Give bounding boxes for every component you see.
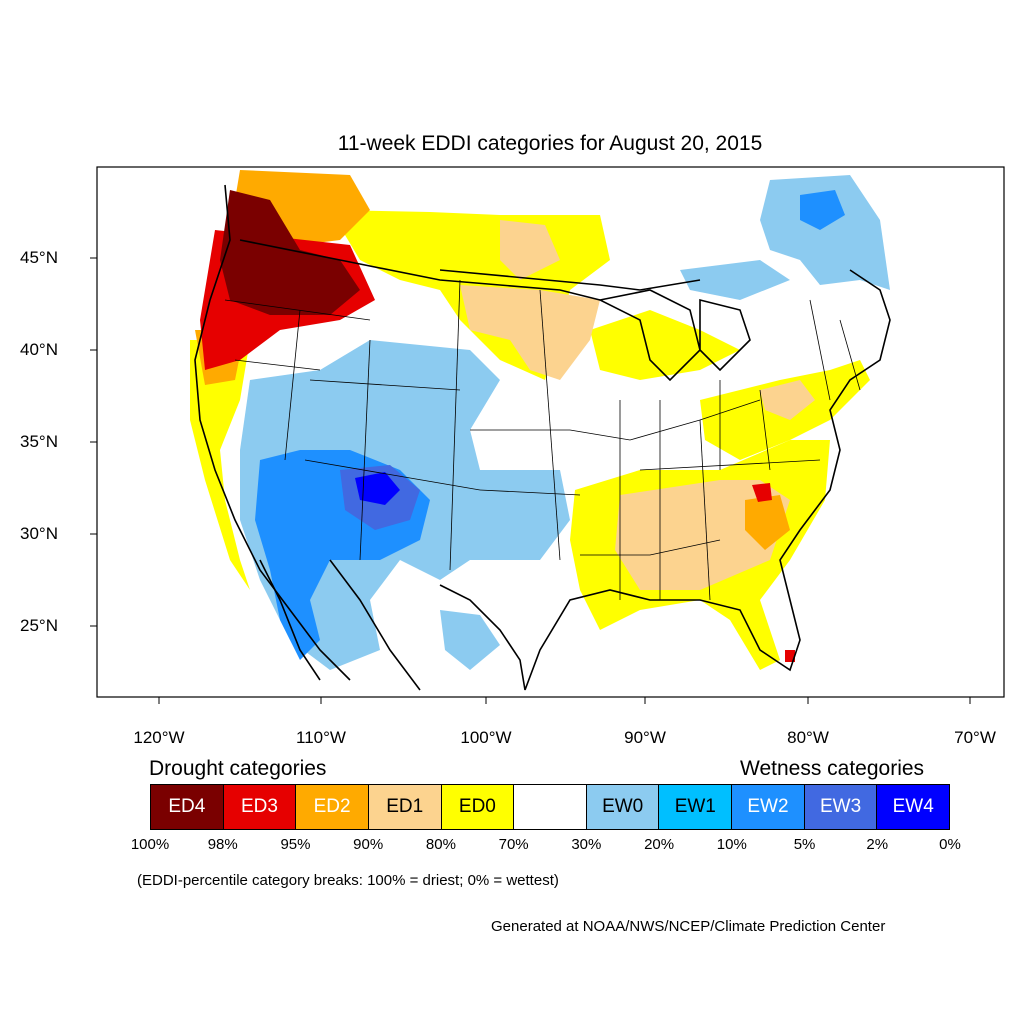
legend-cell-ew4: EW4 — [877, 785, 950, 829]
legend-cell-ew2: EW2 — [732, 785, 805, 829]
ed0-region-midwest — [590, 310, 740, 380]
ew0-region-northeast — [760, 175, 890, 290]
legend-cell-ed3: ED3 — [223, 785, 297, 829]
percent-break-label: 80% — [425, 836, 456, 853]
ed1-region-east — [760, 380, 815, 420]
percent-break-label: 20% — [644, 836, 675, 853]
legend-cell-ed1: ED1 — [368, 785, 442, 829]
lat-label: 25°N — [20, 616, 58, 635]
ed0-region-west — [190, 340, 250, 590]
percent-break-label: 95% — [280, 836, 311, 853]
ed3-region-florida — [785, 650, 795, 662]
map-title: 11-week EDDI categories for August 20, 2… — [337, 132, 763, 155]
credit-line: Generated at NOAA/NWS/NCEP/Climate Predi… — [491, 918, 886, 935]
lat-label: 45°N — [20, 248, 58, 267]
state-lines — [224, 279, 861, 601]
wetness-categories-heading: Wetness categories — [740, 757, 925, 780]
lon-label: 110°W — [296, 728, 346, 747]
legend-cell-ed4: ED4 — [151, 785, 224, 829]
percent-break-label: 100% — [130, 836, 170, 853]
us-outline — [194, 184, 891, 691]
outlines — [194, 184, 891, 691]
ew2-region-ne — [800, 190, 845, 230]
percent-break-label: 2% — [866, 836, 889, 853]
lon-label: 90°W — [624, 728, 666, 747]
percent-break-label: 10% — [716, 836, 747, 853]
ed4-region-northwest — [220, 190, 360, 315]
great-lakes — [597, 289, 751, 382]
canada-border — [239, 239, 601, 301]
tick-marks — [90, 257, 971, 704]
legend-cell-ew3: EW3 — [804, 785, 878, 829]
ed2-region-carolinas — [745, 495, 790, 550]
lat-label: 35°N — [20, 432, 58, 451]
lon-label: 100°W — [460, 728, 512, 747]
category-shading — [190, 170, 890, 670]
ew0-region-mexico — [440, 610, 500, 670]
legend-cell-neutral — [514, 785, 587, 829]
ed1-region-north — [500, 220, 560, 280]
ed3-region-georgia — [752, 483, 772, 502]
ed1-region-plains — [460, 285, 600, 380]
legend-cell-ew0: EW0 — [586, 785, 660, 829]
legend-cell-ed2: ED2 — [296, 785, 369, 829]
lon-label: 80°W — [787, 728, 829, 747]
percent-break-label: 5% — [793, 836, 816, 853]
baja-coast — [259, 559, 321, 681]
ew0-region-lakes — [680, 260, 790, 300]
percent-break-label: 0% — [939, 836, 961, 853]
lat-label: 40°N — [20, 340, 58, 359]
legend-cell-ew1: EW1 — [659, 785, 733, 829]
lon-label: 70°W — [954, 728, 996, 747]
legend-cell-ed0: ED0 — [441, 785, 515, 829]
ew4-region — [355, 472, 400, 505]
percent-break-label: 98% — [207, 836, 238, 853]
percent-break-label: 90% — [353, 836, 384, 853]
mexico-coast — [329, 559, 421, 691]
drought-categories-heading: Drought categories — [149, 757, 327, 780]
category-breaks-note: (EDDI-percentile category breaks: 100% =… — [137, 872, 559, 889]
legend-colorbar: ED4 ED3 ED2 ED1 ED0 EW0 EW1 EW2 EW3 EW4 — [150, 784, 950, 830]
lon-label: 120°W — [133, 728, 185, 747]
lat-label: 30°N — [20, 524, 58, 543]
percent-break-label: 30% — [571, 836, 602, 853]
percent-break-label: 70% — [498, 836, 529, 853]
